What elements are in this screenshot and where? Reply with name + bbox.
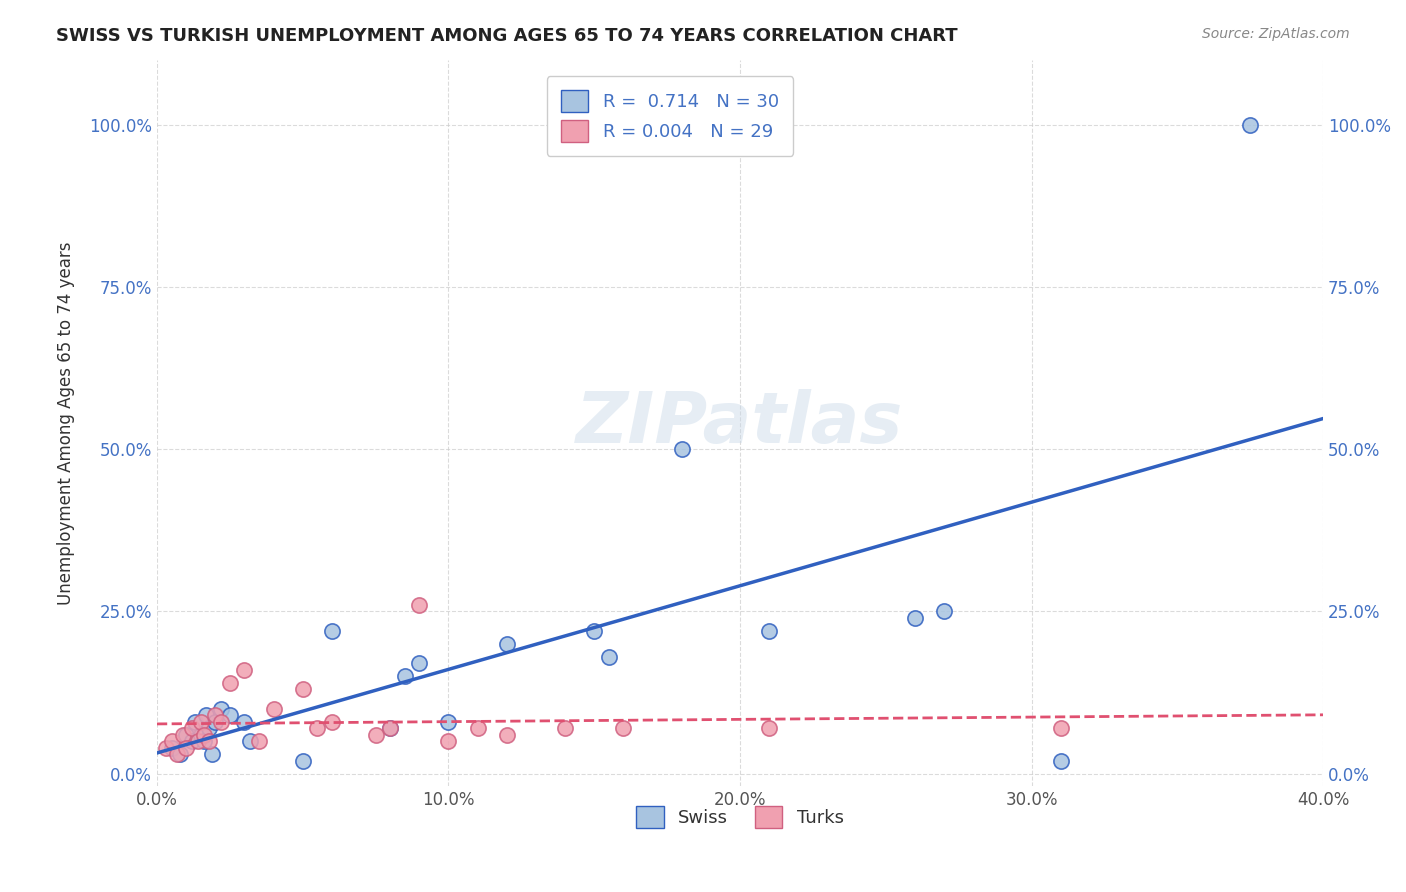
- Text: Source: ZipAtlas.com: Source: ZipAtlas.com: [1202, 27, 1350, 41]
- Point: [1049, 754, 1071, 768]
- Point: [437, 734, 460, 748]
- Point: [758, 624, 780, 638]
- Point: [239, 734, 262, 748]
- Point: [612, 721, 634, 735]
- Point: [195, 708, 218, 723]
- Point: [218, 708, 240, 723]
- Text: ZIPatlas: ZIPatlas: [576, 389, 904, 458]
- Point: [190, 727, 212, 741]
- Point: [233, 714, 256, 729]
- Point: [218, 675, 240, 690]
- Point: [554, 721, 576, 735]
- Point: [408, 598, 430, 612]
- Point: [174, 727, 197, 741]
- Point: [233, 663, 256, 677]
- Point: [180, 734, 202, 748]
- Point: [307, 721, 329, 735]
- Point: [495, 637, 517, 651]
- Point: [495, 727, 517, 741]
- Point: [193, 727, 215, 741]
- Point: [174, 740, 197, 755]
- Point: [172, 727, 194, 741]
- Point: [198, 734, 221, 748]
- Point: [184, 714, 207, 729]
- Point: [1239, 118, 1261, 132]
- Point: [598, 649, 620, 664]
- Point: [247, 734, 270, 748]
- Y-axis label: Unemployment Among Ages 65 to 74 years: Unemployment Among Ages 65 to 74 years: [58, 242, 75, 605]
- Point: [380, 721, 402, 735]
- Point: [932, 604, 955, 618]
- Point: [408, 656, 430, 670]
- Point: [198, 721, 221, 735]
- Point: [904, 611, 927, 625]
- Point: [187, 734, 209, 748]
- Point: [263, 701, 285, 715]
- Point: [394, 669, 416, 683]
- Point: [583, 624, 606, 638]
- Point: [364, 727, 387, 741]
- Point: [190, 714, 212, 729]
- Legend: Swiss, Turks: Swiss, Turks: [630, 799, 851, 836]
- Point: [758, 721, 780, 735]
- Point: [169, 747, 191, 761]
- Point: [321, 714, 343, 729]
- Point: [166, 747, 188, 761]
- Point: [204, 708, 226, 723]
- Point: [291, 682, 314, 697]
- Point: [201, 747, 224, 761]
- Point: [671, 442, 693, 456]
- Point: [209, 714, 232, 729]
- Text: SWISS VS TURKISH UNEMPLOYMENT AMONG AGES 65 TO 74 YEARS CORRELATION CHART: SWISS VS TURKISH UNEMPLOYMENT AMONG AGES…: [56, 27, 957, 45]
- Point: [321, 624, 343, 638]
- Point: [209, 701, 232, 715]
- Point: [1049, 721, 1071, 735]
- Point: [193, 734, 215, 748]
- Point: [180, 721, 202, 735]
- Point: [291, 754, 314, 768]
- Point: [160, 740, 183, 755]
- Point: [204, 714, 226, 729]
- Point: [160, 734, 183, 748]
- Point: [155, 740, 177, 755]
- Point: [467, 721, 489, 735]
- Point: [437, 714, 460, 729]
- Point: [380, 721, 402, 735]
